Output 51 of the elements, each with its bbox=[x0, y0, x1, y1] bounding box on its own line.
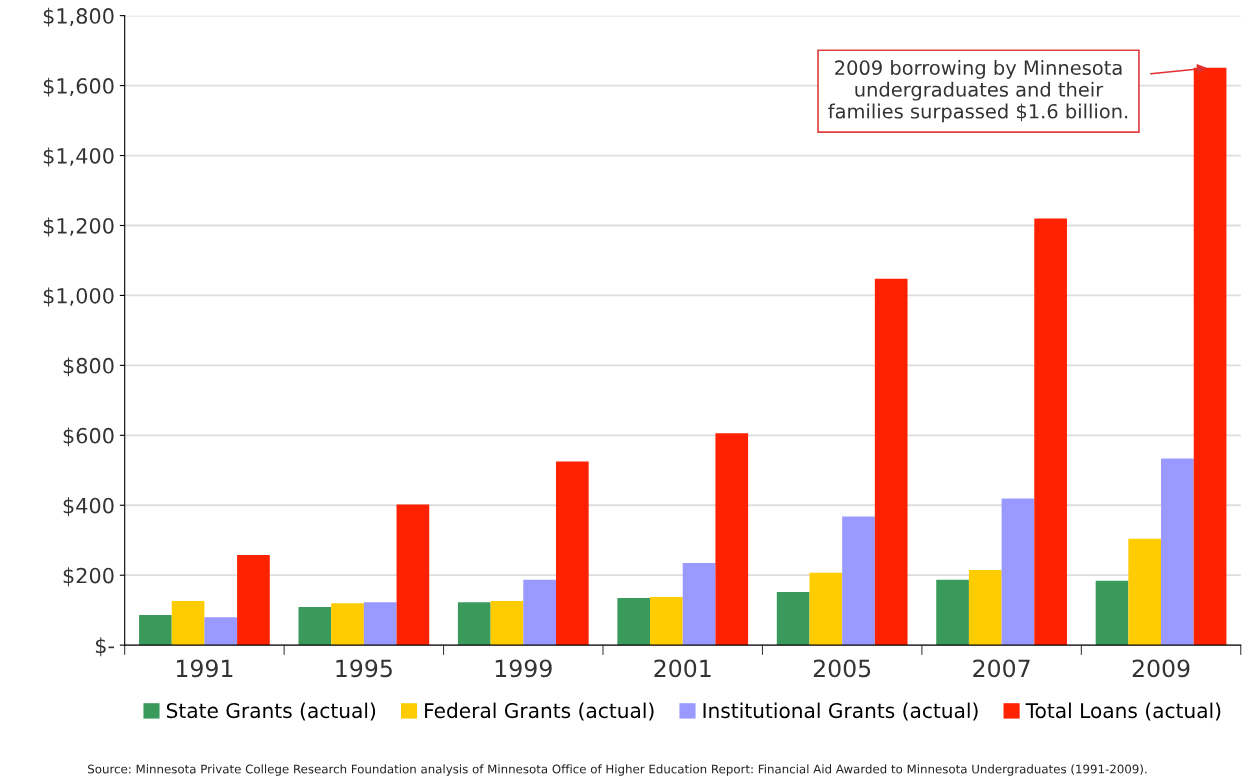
bar bbox=[1095, 580, 1129, 646]
x-tick-label: 1995 bbox=[336, 659, 392, 678]
bar bbox=[490, 601, 524, 646]
bar bbox=[1034, 218, 1067, 646]
y-tick-label: $800 bbox=[63, 357, 114, 377]
y-tick-label: $1,200 bbox=[43, 217, 114, 237]
bar bbox=[1193, 67, 1227, 646]
bar bbox=[523, 579, 556, 646]
bar bbox=[874, 278, 908, 646]
source-note: Source: Minnesota Private College Research Foundation analysis of Minnesota Office of Higher Education Report: Financial Aid Awarded to Minnesota Undergraduates (1991-2009). bbox=[88, 764, 1147, 776]
y-tick-label: $- bbox=[95, 637, 114, 657]
y-tick-label: $1,400 bbox=[43, 147, 114, 167]
bar bbox=[171, 601, 205, 646]
bar bbox=[617, 597, 651, 646]
x-tick-label: 1991 bbox=[176, 659, 233, 678]
bar bbox=[204, 617, 238, 646]
annotation: 2009 borrowing by Minnesota undergraduates and their families surpassed $1.6 billion. bbox=[828, 60, 1128, 123]
bar bbox=[1161, 458, 1194, 646]
legend-label: State Grants (actual) bbox=[166, 702, 376, 721]
bar bbox=[968, 569, 1002, 646]
y-tick-label: $600 bbox=[63, 427, 114, 447]
x-tick-label: 2001 bbox=[654, 659, 711, 678]
bar bbox=[650, 596, 683, 646]
y-tick-label: $200 bbox=[63, 567, 114, 587]
x-tick-label: 1999 bbox=[495, 659, 552, 678]
y-tick-label: $1,800 bbox=[43, 7, 114, 27]
legend-label: Institutional Grants (actual) bbox=[703, 702, 978, 721]
bar bbox=[936, 579, 969, 646]
y-tick-label: $1,000 bbox=[43, 287, 114, 307]
bar bbox=[1001, 498, 1035, 646]
y-tick-label: $400 bbox=[63, 497, 114, 517]
bar bbox=[396, 504, 430, 646]
legend-label: Federal Grants (actual) bbox=[425, 702, 654, 721]
bar bbox=[139, 615, 172, 646]
bar bbox=[331, 603, 364, 646]
bar bbox=[809, 572, 843, 646]
x-tick-label: 2009 bbox=[1132, 659, 1190, 678]
bar bbox=[842, 516, 875, 646]
bar bbox=[682, 562, 716, 646]
bar bbox=[457, 602, 491, 646]
y-tick-label: $1,600 bbox=[43, 77, 114, 97]
x-tick-label: 2005 bbox=[813, 659, 871, 678]
bar bbox=[363, 602, 397, 646]
bar bbox=[237, 554, 270, 646]
bar bbox=[715, 433, 749, 646]
bar bbox=[555, 461, 589, 646]
x-tick-label: 2007 bbox=[973, 659, 1030, 678]
legend-label: Total Loans (actual) bbox=[1025, 702, 1221, 721]
bar bbox=[298, 607, 332, 646]
bar bbox=[776, 591, 810, 646]
bar bbox=[1128, 538, 1162, 646]
